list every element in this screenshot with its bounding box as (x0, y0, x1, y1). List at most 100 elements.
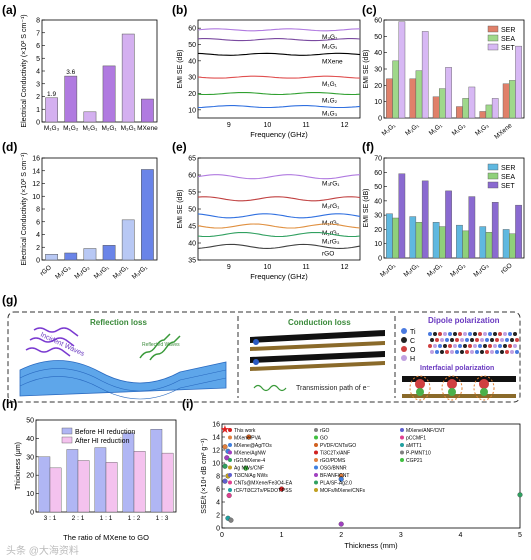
h-xtick-label: 1 : 2 (128, 515, 141, 522)
h-bar (66, 449, 79, 513)
i-ytick-label: 14 (212, 435, 220, 442)
c-ytick-label: 20 (374, 83, 382, 90)
i-point (517, 492, 523, 498)
h-ytick-label: 40 (26, 436, 34, 443)
c-bar (398, 21, 406, 119)
i-legend-marker (228, 435, 232, 440)
f-legend-swatch (487, 181, 499, 189)
i-legend-label: CGP21 (406, 458, 423, 464)
a-bar (64, 75, 78, 123)
f-ytick-label: 10 (374, 241, 382, 248)
lattice-atom (508, 332, 512, 336)
i-legend-marker (228, 450, 232, 455)
b-xtick-label: 10 (264, 122, 272, 129)
f-bar (445, 190, 452, 259)
f-bar (415, 222, 423, 259)
i-ytick-label: 10 (212, 461, 220, 468)
lattice-atom (498, 332, 502, 336)
i-ylabel: SSE/t (×10⁴ dB cm² g⁻¹) (201, 438, 208, 513)
f-ytick-label: 0 (378, 256, 382, 263)
i-legend-marker (228, 465, 232, 470)
c-bar (468, 86, 476, 119)
d-ytick-label: 16 (32, 156, 40, 163)
lattice-atom (440, 350, 444, 354)
e-series-label: rGO (322, 250, 334, 257)
a-xtick-label: MXene (137, 125, 158, 132)
a-ytick-label: 4 (36, 69, 40, 76)
f-ytick-label: 40 (374, 198, 382, 205)
h-legend-swatch (61, 436, 73, 444)
d-bar (45, 254, 58, 261)
lattice-atom (505, 338, 509, 342)
lattice-atom (428, 332, 432, 336)
f-bar (386, 213, 393, 259)
a-bar (102, 65, 116, 123)
c-bar (515, 45, 522, 119)
h-xlabel: The ratio of MXene to GO (63, 533, 149, 542)
interfacial-diagram (402, 375, 516, 401)
f-xtick-label: M₁rG₃ (472, 262, 490, 279)
transmission-path-label: Transmission path of e⁻ (296, 385, 371, 392)
panel-label-g: (g) (2, 293, 17, 307)
lattice-atom (495, 338, 499, 342)
i-point (338, 476, 344, 482)
c-legend-label: SET (501, 45, 515, 52)
c-xtick-label: M₁G₃ (474, 122, 490, 137)
e-ytick-label: 55 (188, 190, 196, 197)
lattice-atom (493, 344, 497, 348)
b-series-line (197, 38, 361, 42)
lattice-atom (485, 350, 489, 354)
i-xtick-label: 1 (280, 532, 284, 539)
c-legend-swatch (487, 34, 499, 42)
b-xtick-label: 11 (302, 122, 309, 129)
d-ytick-label: 8 (36, 207, 40, 214)
lattice-atom (443, 344, 447, 348)
a-ytick-label: 0 (36, 120, 40, 127)
c-bar (462, 98, 469, 119)
f-bar (509, 233, 516, 259)
c-legend-label: SER (501, 27, 515, 34)
b-ytick-label: 30 (188, 75, 196, 82)
i-legend-label: Ti3CN/Ag NWs (234, 473, 268, 479)
b-series-label: M₂G₁ (322, 44, 338, 51)
panel-label-d: (d) (2, 140, 17, 154)
lattice-atom (430, 350, 434, 354)
lattice-atom (478, 344, 482, 348)
c-bar (445, 67, 452, 119)
i-xtick-label: 4 (458, 532, 462, 539)
c-ytick-label: 60 (374, 18, 382, 25)
c-legend-swatch (487, 25, 499, 33)
lattice-atom (505, 350, 509, 354)
a-bar (45, 97, 58, 123)
f-bar (456, 224, 463, 259)
b-xtick-label: 12 (341, 122, 349, 129)
lattice-atom (488, 332, 492, 336)
d-ytick-label: 4 (36, 232, 40, 239)
h-xtick-label: 3 : 1 (44, 515, 57, 522)
d-ytick-label: 2 (36, 245, 40, 252)
d-ytick-label: 0 (36, 258, 40, 265)
lattice-atom (458, 344, 462, 348)
h-ytick-label: 30 (26, 454, 34, 461)
b-series-line (197, 91, 361, 96)
chart-h: 0 10 20 30 40 50 Thickness (μm) 3 : 1 2 : 1 1 : 1… (15, 418, 177, 542)
f-ytick-label: 30 (374, 213, 382, 220)
i-point (222, 463, 228, 469)
i-legend-marker (228, 428, 232, 432)
lattice-atom (435, 350, 439, 354)
i-legend-label: BF/ANF/CNT (320, 473, 349, 479)
e-ytick-label: 35 (188, 258, 196, 265)
d-xtick-label: M₂rG₁ (112, 264, 130, 281)
i-legend-label: PVDF/CNTs/GO (320, 443, 356, 449)
f-plot-frame (383, 157, 525, 259)
lattice-atom (445, 350, 449, 354)
c-ytick-label: 30 (374, 67, 382, 74)
atom-lattice (428, 332, 519, 354)
c-bar (502, 83, 510, 119)
c-bar (415, 70, 423, 119)
lattice-atom (510, 350, 514, 354)
c-bar (485, 104, 493, 119)
f-ytick-label: 50 (374, 184, 382, 191)
h-ylabel: Thickness (μm) (15, 442, 22, 490)
